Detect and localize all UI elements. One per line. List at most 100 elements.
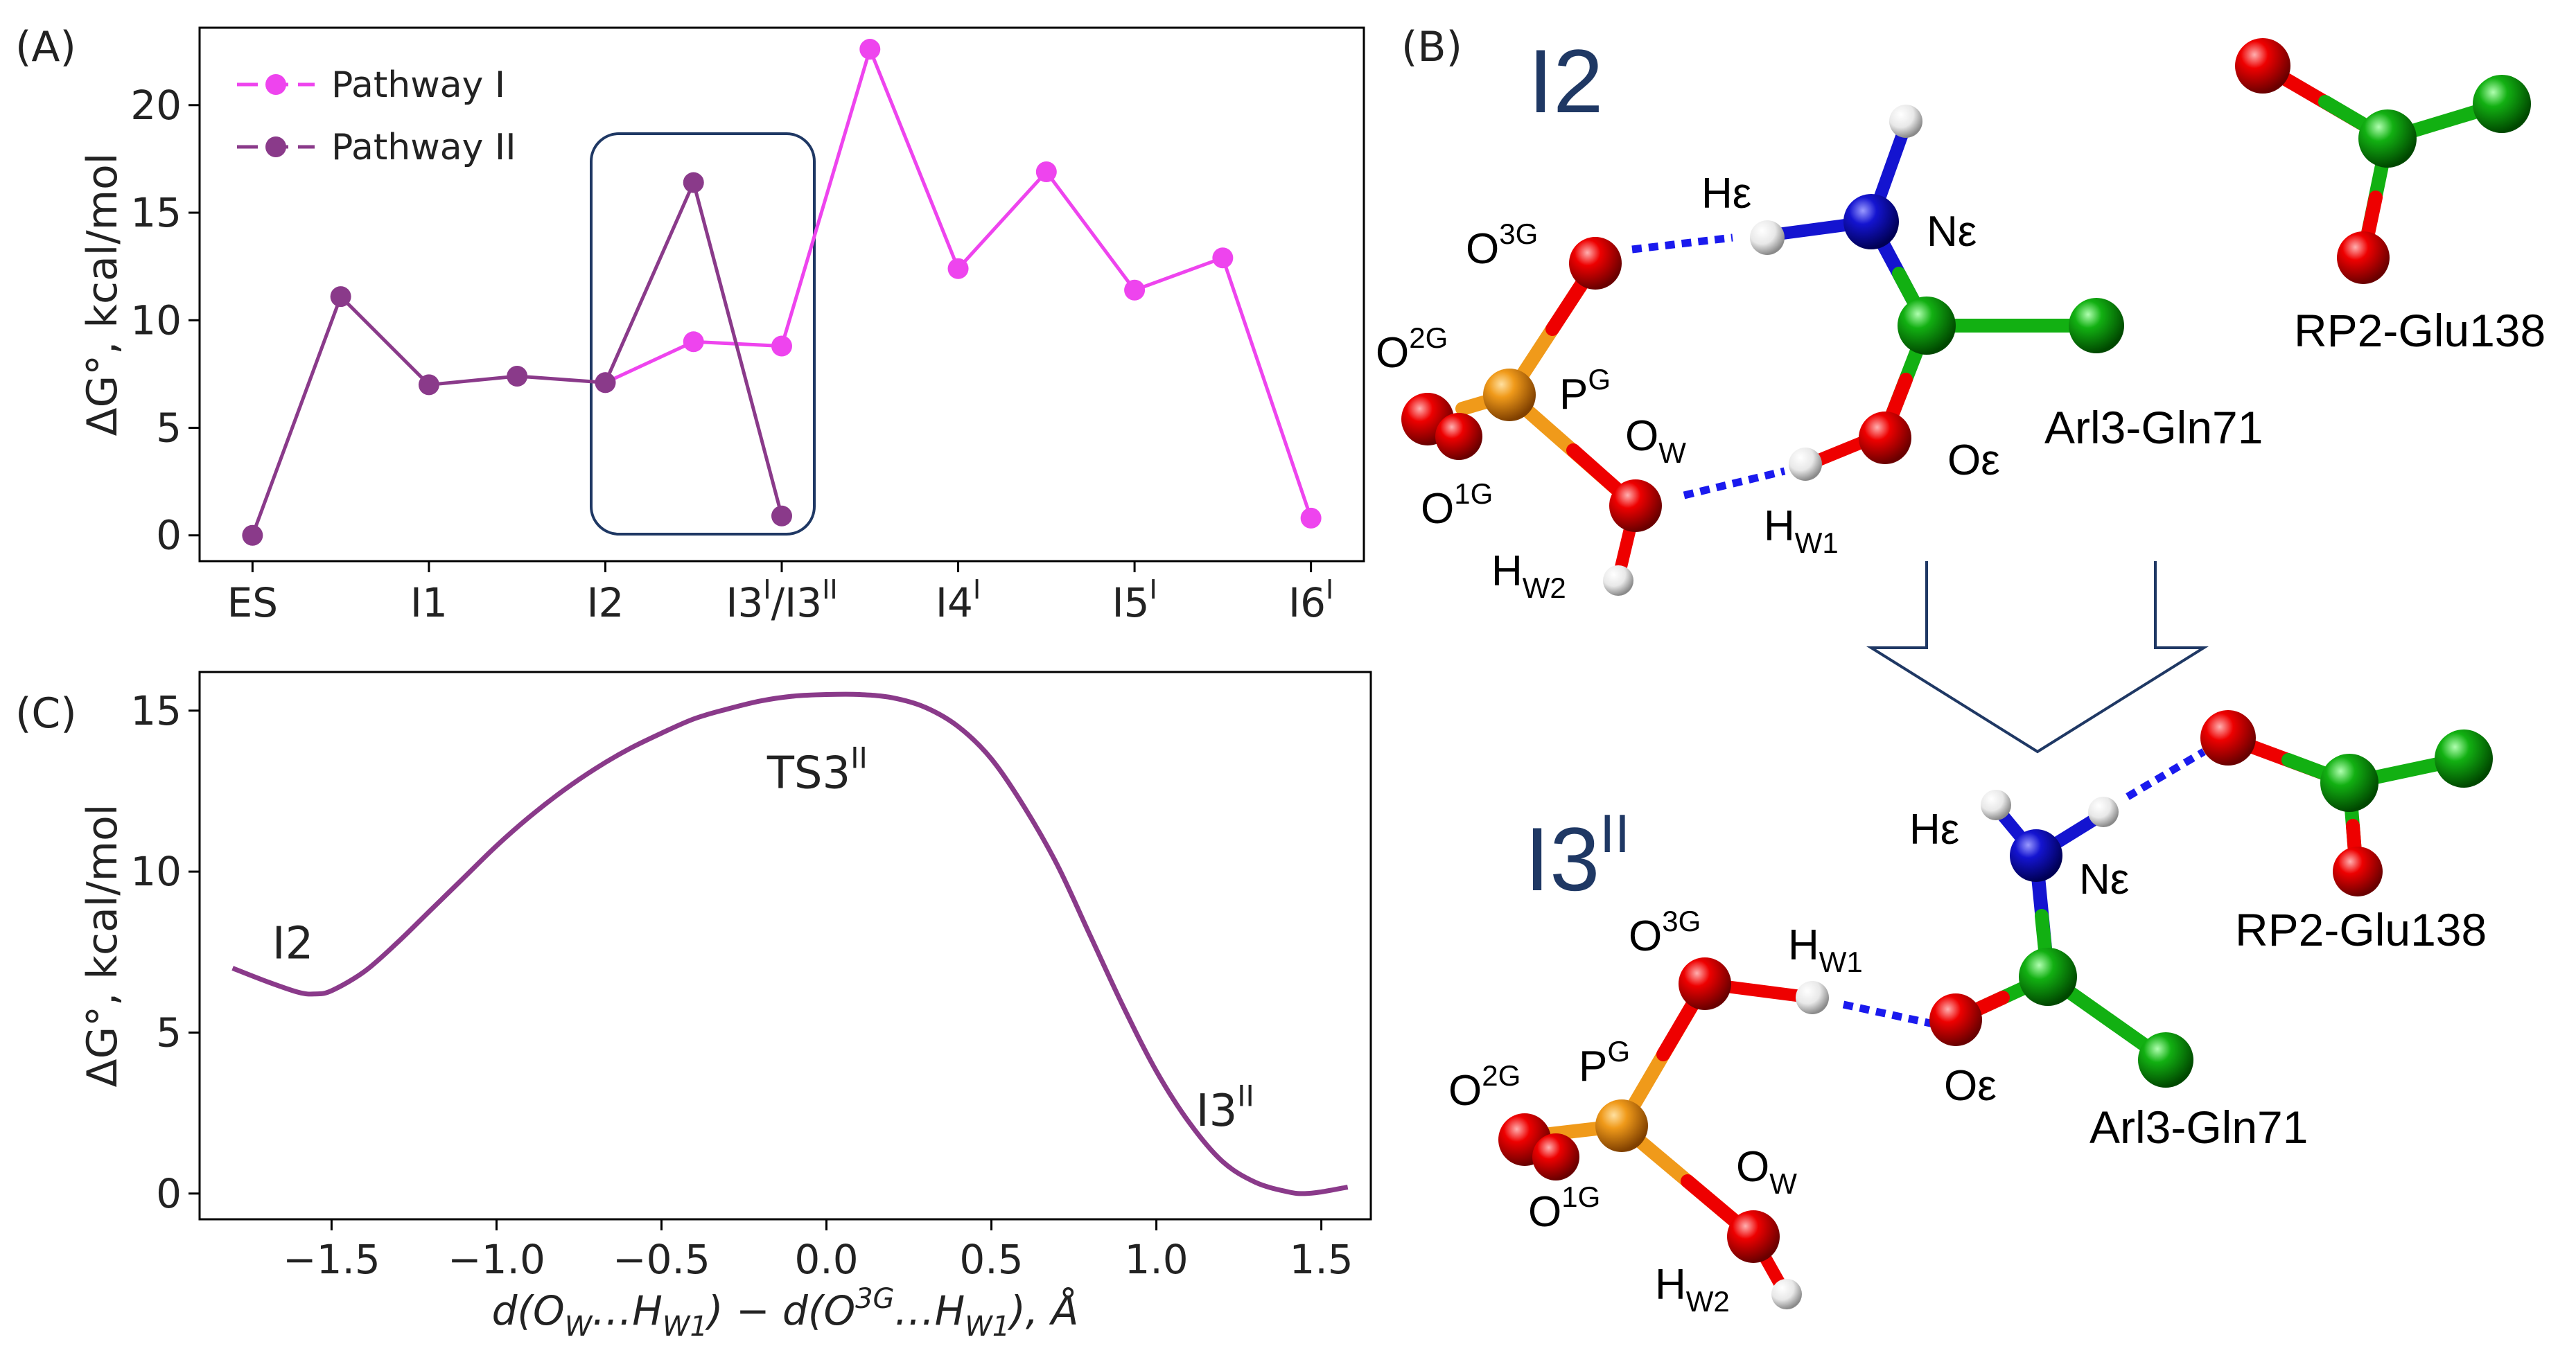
atom-pg — [1483, 369, 1536, 421]
data-point-pathway-i — [683, 331, 704, 353]
hbond-o3g-he — [1631, 233, 1733, 254]
y-axis-label-c: ΔG°, kcal/mol — [78, 804, 127, 1088]
legend-item-pathway-ii: Pathway II — [237, 127, 516, 168]
label-hw1: HW1 — [1764, 502, 1839, 559]
axes-frame-a — [198, 26, 1365, 563]
label-oe: Oε — [1947, 436, 2000, 484]
x-tick-label-c: 1.0 — [1124, 1236, 1188, 1283]
atom-c-gln-b — [2019, 948, 2077, 1006]
label-glu-b: RP2-Glu138 — [2235, 904, 2487, 955]
data-point-pathway-i — [1124, 279, 1146, 301]
label-pg: PG — [1559, 363, 1611, 418]
label-o1g-b: O1G — [1528, 1180, 1600, 1236]
series-line-pathway-ii — [251, 177, 784, 536]
x-tick-label-i3i-i3ii: I3I/I3II — [726, 574, 837, 626]
data-point-pathway-i — [771, 335, 792, 357]
x-tick-label-c: 0.5 — [959, 1236, 1023, 1283]
legend-marker-pathway-ii — [265, 136, 286, 157]
label-hw2-b: HW2 — [1655, 1261, 1730, 1318]
data-point-pathway-ii — [418, 374, 439, 396]
annotation-ts3ii: TS3II — [766, 741, 868, 799]
label-oe-b: Oε — [1944, 1062, 1997, 1110]
atom-o3g — [1569, 237, 1622, 290]
data-point-pathway-ii — [683, 172, 704, 193]
atom-oe-b — [1929, 993, 1982, 1046]
atom-pg-b — [1595, 1099, 1648, 1152]
atom-hw1-b — [1796, 981, 1829, 1014]
y-axis-label-a: ΔG°, kcal/mol — [78, 153, 127, 436]
label-gln: Arl3-Gln71 — [2044, 402, 2263, 453]
atom-ne — [1843, 194, 1899, 249]
data-point-pathway-i — [859, 39, 881, 60]
annotation-i2: I2 — [272, 919, 314, 970]
chart-c: 0 5 10 15 −1.5 −1.0 −0.5 0.0 0.5 1.0 1.5 I2 TS3II I3… — [78, 671, 1372, 1343]
molecule-i2: O3G O2G PG OW O1G HW2 HW1 Hε Nε Oε Arl3-… — [1376, 38, 2546, 604]
molecule-i3-ii: O3G HW1 O2G PG O1G OW HW2 Hε Nε Oε Arl3-… — [1448, 710, 2493, 1318]
pathway-highlight-box — [590, 132, 816, 536]
label-glu: RP2-Glu138 — [2294, 305, 2546, 356]
atom-ow — [1609, 479, 1662, 532]
x-tick-label-c: −1.5 — [283, 1236, 380, 1283]
atom-o3g-b — [1679, 957, 1731, 1010]
x-tick-label-i2: I2 — [586, 579, 624, 626]
x-tick-label-c: −0.5 — [613, 1236, 710, 1283]
label-he-b: Hε — [1909, 806, 1959, 854]
atom-ne-b — [2010, 829, 2062, 882]
x-axis-label-c: d(OW…HW1) − d(O3G…HW1), Å — [492, 1283, 1079, 1343]
atom-hw1 — [1789, 448, 1822, 481]
x-tick-label-c: 0.0 — [794, 1236, 858, 1283]
data-point-pathway-i — [1212, 247, 1234, 269]
legend-label-pathway-i: Pathway I — [331, 64, 505, 106]
x-tick-label-es: ES — [227, 579, 278, 626]
hbond-ow-hw1 — [1683, 467, 1786, 499]
atom-glu-o2-b — [2333, 847, 2383, 896]
panel-label-b: (B) — [1401, 23, 1462, 71]
structure-panel: I2 I3II — [1376, 30, 2546, 1318]
label-ow: OW — [1625, 412, 1686, 469]
y-tick-label-c: 0 — [156, 1170, 182, 1217]
label-gln-b: Arl3-Gln71 — [2089, 1102, 2308, 1153]
data-point-pathway-i — [1035, 161, 1057, 183]
atom-o1g — [1435, 413, 1482, 460]
axes-frame-c — [198, 671, 1372, 1221]
label-ne: Nε — [1927, 208, 1977, 256]
atom-glu-o1-b — [2200, 710, 2256, 766]
legend-item-pathway-i: Pathway I — [237, 64, 505, 106]
data-point-pathway-i — [1300, 507, 1322, 529]
label-o2g-b: O2G — [1448, 1059, 1521, 1115]
chart-a: 0 5 10 15 20 ES I1 I2 I3I/I3II I4I I5I I6I ΔG°, kca… — [78, 26, 1365, 626]
label-ow-b: OW — [1736, 1143, 1797, 1200]
atom-glu-cb — [2473, 75, 2531, 133]
atom-he — [1750, 220, 1785, 255]
legend-label-pathway-ii: Pathway II — [331, 127, 516, 168]
atom-he-b — [1981, 790, 2011, 820]
title-i3-ii: I3II — [1525, 803, 1630, 910]
x-tick-label-i4i: I4I — [936, 574, 981, 626]
title-i3-ii-base: I3 — [1525, 808, 1600, 910]
data-point-pathway-ii — [771, 505, 792, 527]
atom-glu-c — [2358, 109, 2417, 168]
y-tick-label-c: 5 — [156, 1009, 182, 1056]
x-tick-label-i6i: I6I — [1288, 574, 1333, 626]
atom-hn-b — [2088, 797, 2119, 827]
atom-glu-o2 — [2337, 231, 2390, 284]
x-tick-label-i5i: I5I — [1112, 574, 1157, 626]
data-point-pathway-ii — [595, 372, 616, 393]
label-o2g: O2G — [1376, 321, 1448, 377]
label-he: Hε — [1701, 170, 1751, 218]
data-point-pathway-ii — [330, 286, 351, 308]
y-tick-label-a: 15 — [130, 189, 182, 236]
hbond-hn-glu — [2126, 748, 2206, 800]
title-i2: I2 — [1528, 30, 1603, 132]
label-hw2: HW2 — [1491, 547, 1566, 604]
label-o1g: O1G — [1421, 477, 1493, 533]
atom-hw2 — [1603, 565, 1633, 596]
data-point-pathway-i — [947, 258, 969, 279]
legend-marker-pathway-i — [265, 74, 286, 95]
data-point-pathway-ii — [242, 524, 263, 546]
panel-label-a: (A) — [15, 23, 76, 71]
atom-glu-cb-b — [2435, 729, 2493, 788]
atom-c-gln — [1898, 297, 1956, 355]
annotation-i3ii: I3II — [1196, 1079, 1254, 1137]
